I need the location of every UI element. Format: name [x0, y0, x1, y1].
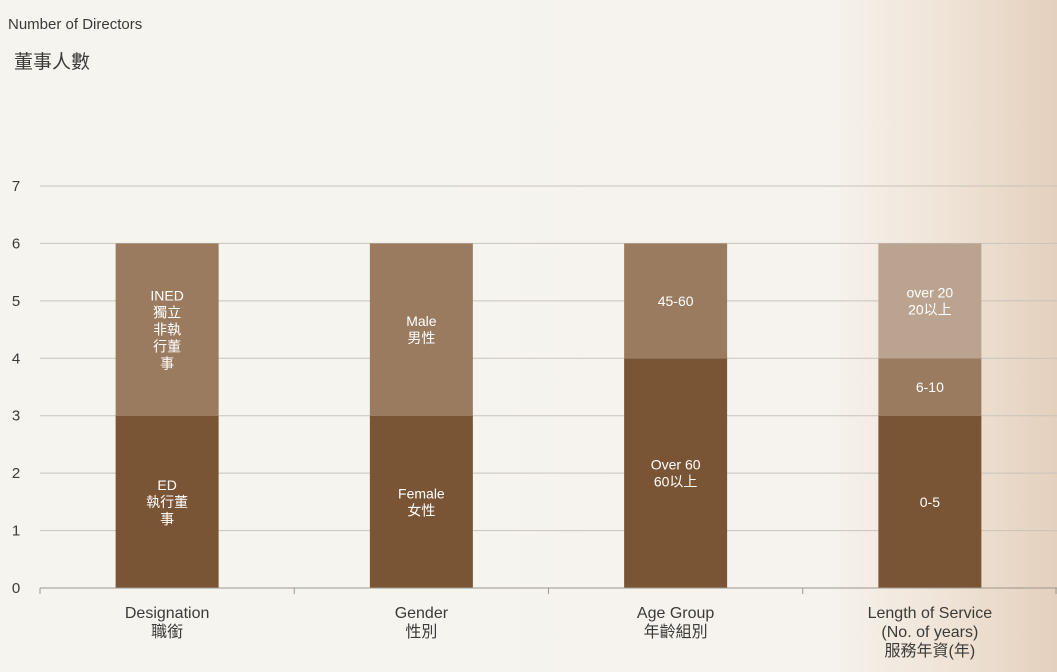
- y-tick-label: 1: [12, 523, 20, 540]
- bar-segment-label: 男性: [407, 330, 435, 346]
- bar-segment-label: 執行董: [146, 494, 188, 510]
- chart-title-en: Number of Directors: [8, 16, 142, 33]
- bar-segment-label: Female: [398, 485, 445, 501]
- bar-segment: [115, 415, 219, 588]
- y-tick-label: 0: [12, 580, 20, 597]
- x-category-label: (No. of years): [881, 624, 978, 641]
- bar-segment-label: 0-5: [920, 494, 940, 510]
- x-category-label: 年齡組別: [644, 623, 708, 641]
- bar-segment-label: Male: [406, 313, 437, 329]
- bar-segment-label: 事: [160, 356, 174, 372]
- y-tick-label: 3: [12, 408, 20, 425]
- bar-segment-label: 事: [160, 511, 174, 527]
- bar-segment-label: 45-60: [658, 293, 694, 309]
- x-category-label: 職銜: [151, 623, 183, 641]
- x-category-label: Designation: [125, 605, 210, 622]
- bar-segment: [878, 358, 982, 416]
- chart-title-zh: 董事人數: [14, 51, 90, 73]
- bar-segment: [369, 415, 473, 588]
- x-category-label: Age Group: [637, 605, 714, 622]
- bar-segment-label: ED: [157, 477, 176, 493]
- bar-segment-label: 行董: [153, 339, 181, 355]
- bar-segment-label: Over 60: [651, 457, 701, 473]
- bar-segment: [878, 415, 982, 588]
- x-category-label: 服務年資(年): [885, 642, 976, 660]
- bar-segment: [624, 243, 728, 359]
- x-category-label: Gender: [395, 605, 449, 622]
- bar-segment-label: 6-10: [916, 379, 944, 395]
- bar-segment: [878, 243, 982, 359]
- bar-segment-label: 60以上: [654, 474, 698, 490]
- bar-segment: [624, 358, 728, 588]
- bar-segment-label: INED: [150, 288, 183, 304]
- bar-segment-label: over 20: [907, 284, 954, 300]
- bar-segment-label: 獨立: [153, 305, 181, 321]
- bar-segment: [115, 243, 219, 416]
- x-category-label: Length of Service: [868, 605, 993, 622]
- y-tick-label: 6: [12, 235, 20, 252]
- y-axis-ticks: 0 1 2 3 4 5 6 7: [12, 178, 20, 597]
- bar-segment: [369, 243, 473, 416]
- y-tick-label: 5: [12, 293, 20, 310]
- bar-segment-label: 20以上: [908, 301, 952, 317]
- bar-segment-label: 非執: [153, 322, 181, 338]
- y-tick-label: 2: [12, 465, 20, 482]
- y-tick-label: 4: [12, 350, 20, 367]
- y-tick-label: 7: [12, 178, 20, 195]
- x-category-label: 性別: [405, 623, 437, 641]
- bar-segment-label: 女性: [407, 502, 435, 518]
